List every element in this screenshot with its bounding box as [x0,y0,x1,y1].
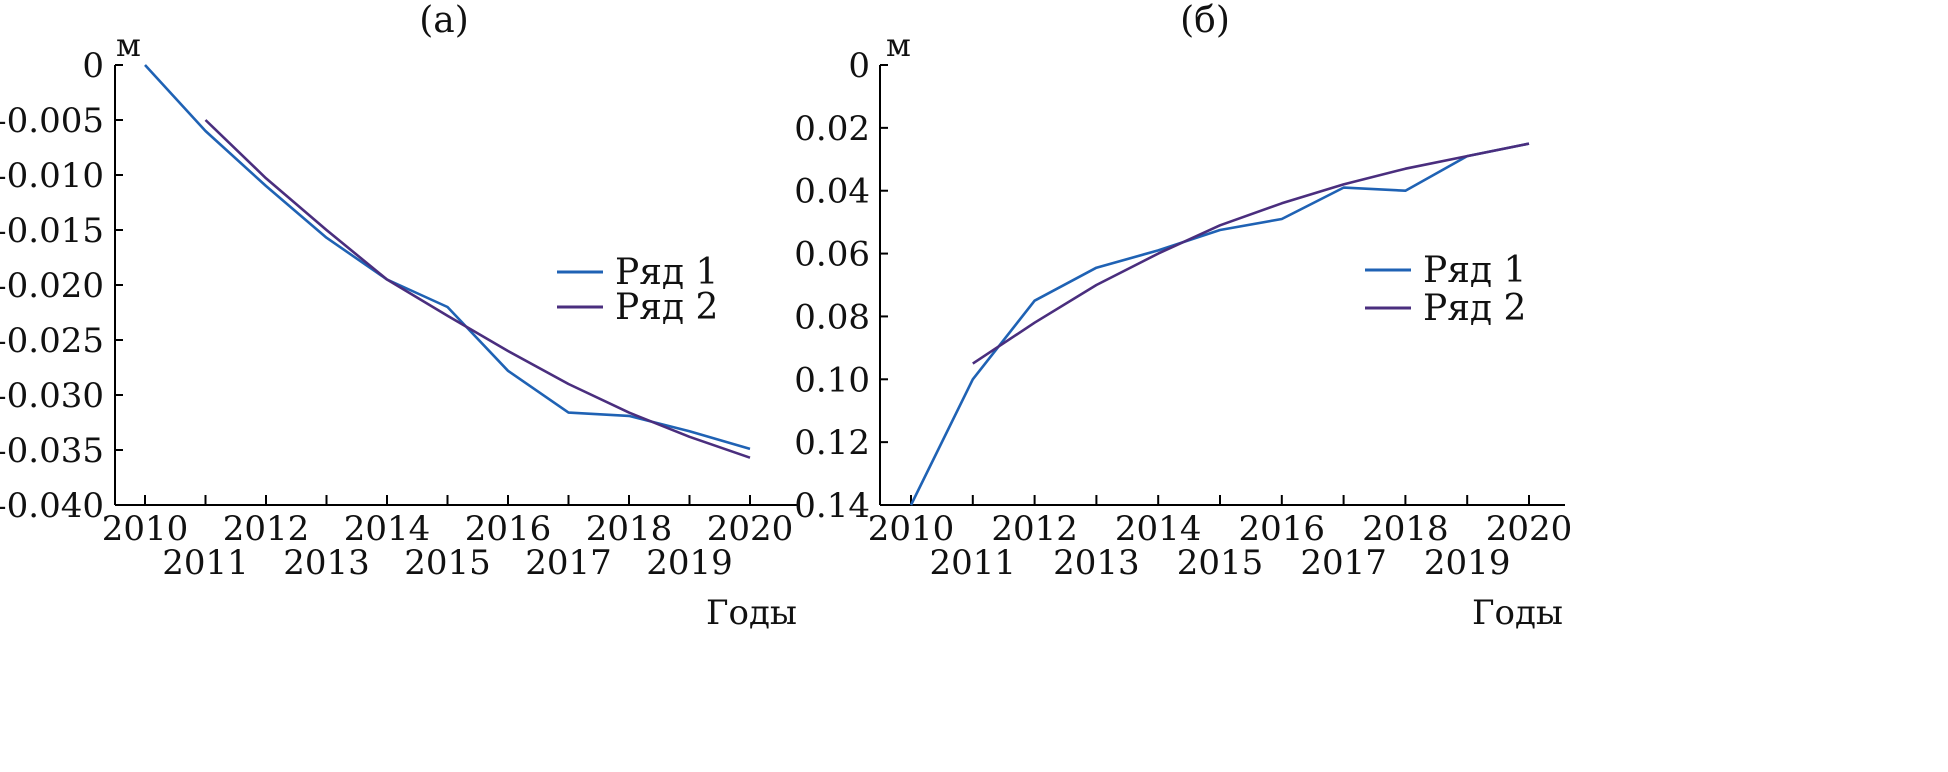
x-tick-label: 2011 [162,543,249,583]
legend-label-1: Ряд 1 [1423,250,1526,291]
y-tick-label: –0.035 [0,431,104,471]
y-tick-label: –0.020 [0,266,104,306]
y-axis-unit-label: м [886,26,911,64]
y-tick-label: –0.030 [0,376,104,416]
x-tick-label: 2016 [1239,509,1326,549]
y-tick-label: 0.02 [794,109,870,149]
x-tick-label: 2013 [283,543,370,583]
chart-panel-a: (а) м0 –0.005 –0.010 –0.015 –0.020 –0.025 –0.03… [0,0,798,633]
series-line-1 [909,142,1530,506]
x-tick-label: 2015 [404,543,491,583]
x-tick-label: 2015 [1177,543,1264,583]
y-tick-label: 0 [848,46,870,86]
y-tick-label: 0.14 [794,486,870,526]
y-tick-label: –0.015 [0,211,104,251]
y-axis-unit-label: м [116,26,141,64]
series-line-2 [204,119,751,459]
x-axis-title: Годы [1472,593,1563,633]
y-tick-label: 0.06 [794,235,870,275]
x-tick-label: 2010 [868,509,955,549]
x-tick-label: 2010 [102,509,189,549]
x-tick-label: 2019 [1424,543,1511,583]
legend-label-1: Ряд 1 [615,252,718,293]
x-tick-label: 2014 [344,509,431,549]
x-tick-label: 2011 [930,543,1017,583]
panel-title: (а) [419,0,469,41]
x-tick-label: 2012 [223,509,310,549]
x-tick-label: 2012 [991,509,1078,549]
panel-title: (б) [1180,0,1230,41]
x-tick-label: 2017 [1300,543,1387,583]
x-axis-title: Годы [706,593,797,633]
y-tick-label: 0.04 [794,172,870,212]
legend-label-2: Ряд 2 [615,287,718,328]
y-tick-label: 0.12 [794,423,870,463]
y-tick-label: –0.040 [0,486,104,526]
y-tick-label: –0.010 [0,156,104,196]
x-tick-label: 2018 [586,509,673,549]
y-tick-label: –0.025 [0,321,104,361]
legend-label-2: Ряд 2 [1423,288,1526,329]
x-tick-label: 2013 [1053,543,1140,583]
y-tick-label: 0.10 [794,360,870,400]
y-tick-label: –0.005 [0,101,104,141]
x-tick-label: 2019 [646,543,733,583]
x-tick-label: 2017 [525,543,612,583]
x-tick-label: 2020 [707,509,794,549]
y-tick-label: 0 [82,46,104,86]
series-line-2 [972,142,1530,365]
chart-panel-b: (б)м00.020.040.060.080.100.120.142010201… [794,0,1572,633]
x-tick-label: 2014 [1115,509,1202,549]
y-tick-label: 0.08 [794,297,870,337]
x-tick-label: 2016 [465,509,552,549]
x-tick-label: 2020 [1486,509,1573,549]
x-tick-label: 2018 [1362,509,1449,549]
